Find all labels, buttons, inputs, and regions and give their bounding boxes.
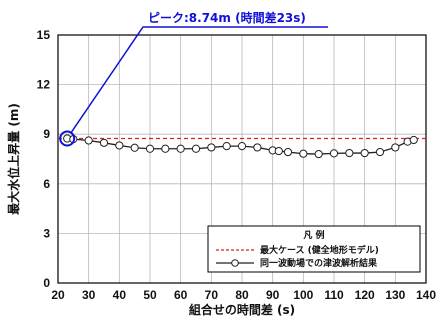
peak-annotation: ピーク:8.74m (時間差23s) <box>59 10 328 147</box>
x-tick-label: 40 <box>113 288 127 302</box>
legend: 凡 例 最大ケース (健全地形モデル) 同一波動場での津波解析結果 <box>207 225 421 273</box>
data-point <box>115 141 124 150</box>
legend-title: 凡 例 <box>302 229 324 241</box>
data-point <box>299 149 308 158</box>
data-point <box>84 136 93 145</box>
peak-leader-line <box>70 26 328 133</box>
data-point <box>161 144 170 153</box>
data-point <box>237 142 247 151</box>
peak-highlight-circle <box>59 130 76 147</box>
x-tick-label: 130 <box>385 288 405 302</box>
peak-label: ピーク:8.74m (時間差23s) <box>148 10 306 25</box>
legend-box <box>207 225 421 273</box>
series-group <box>58 134 426 159</box>
gridlines <box>58 35 426 283</box>
x-tick-label: 30 <box>82 288 96 302</box>
data-point <box>329 149 339 158</box>
x-tick-label: 120 <box>355 288 375 302</box>
data-point <box>391 143 400 152</box>
data-point <box>253 143 262 152</box>
legend-label-max-case: 最大ケース (健全地形モデル) <box>260 244 379 256</box>
data-point <box>274 146 283 156</box>
x-tick-labels: 20 30 40 50 60 70 80 90 100 110 120 130 140 <box>51 288 436 302</box>
y-tick-label: 6 <box>43 177 50 191</box>
x-axis-title: 組合せの時間差 (s) <box>189 302 295 317</box>
x-tick-label: 20 <box>51 288 65 302</box>
x-tick-label: 90 <box>266 288 280 302</box>
x-tick-label: 100 <box>293 288 313 302</box>
data-point <box>176 144 185 153</box>
x-tick-label: 80 <box>235 288 249 302</box>
y-axis-title: 最大水位上昇量 (m) <box>6 103 21 215</box>
x-tick-label: 60 <box>174 288 188 302</box>
y-tick-label: 3 <box>43 226 50 240</box>
legend-label-analysis: 同一波動場での津波解析結果 <box>260 257 378 269</box>
data-point <box>283 147 293 157</box>
y-tick-labels: 0 3 6 9 12 15 <box>37 28 51 290</box>
data-point <box>360 148 369 158</box>
legend-marker-analysis <box>231 259 239 267</box>
data-point <box>191 144 201 153</box>
data-point <box>99 138 109 147</box>
data-point <box>222 142 231 151</box>
data-point <box>145 144 155 153</box>
data-point <box>409 135 418 145</box>
y-tick-label: 15 <box>37 28 51 42</box>
data-point <box>130 143 139 152</box>
data-point <box>207 143 216 152</box>
y-tick-label: 0 <box>43 276 50 290</box>
x-tick-label: 140 <box>416 288 436 302</box>
y-tick-label: 12 <box>37 78 51 92</box>
y-tick-label: 9 <box>43 127 50 141</box>
x-tick-label: 70 <box>205 288 219 302</box>
x-tick-label: 50 <box>143 288 157 302</box>
data-point <box>345 148 354 158</box>
plot-frame <box>57 34 427 284</box>
data-point <box>314 149 323 159</box>
x-tick-label: 110 <box>324 288 344 302</box>
data-point <box>375 147 385 157</box>
